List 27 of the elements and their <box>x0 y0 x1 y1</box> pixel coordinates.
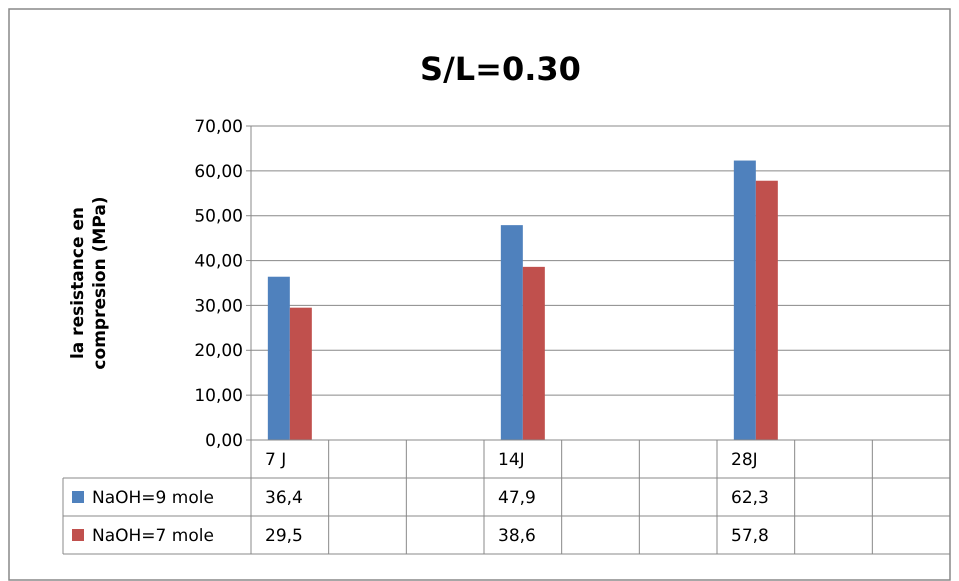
x-tick-label: 14J <box>498 450 525 470</box>
data-label: 62,3 <box>731 488 769 508</box>
data-label: 57,8 <box>731 526 769 546</box>
bar <box>268 276 290 440</box>
data-label: 29,5 <box>265 526 303 546</box>
bar <box>756 180 778 440</box>
y-tick-label: 10,00 <box>194 386 243 406</box>
y-tick-label: 60,00 <box>194 162 243 182</box>
bar <box>734 160 756 440</box>
data-label: 47,9 <box>498 488 536 508</box>
y-tick-label: 0,00 <box>205 430 243 451</box>
bar <box>500 225 523 440</box>
y-tick-label: 30,00 <box>194 296 243 316</box>
legend-label: NaOH=7 mole <box>92 526 214 546</box>
legend-label: NaOH=9 mole <box>92 488 214 508</box>
y-tick-label: 50,00 <box>194 206 243 227</box>
data-label: 38,6 <box>498 526 536 546</box>
bar <box>290 308 312 440</box>
y-tick-label: 40,00 <box>194 252 243 272</box>
y-axis-title: la resistance en compresion (MPa) <box>68 196 110 370</box>
x-tick-label: 7 J <box>265 450 286 470</box>
data-label: 36,4 <box>265 488 303 508</box>
y-tick-label: 70,00 <box>194 116 243 137</box>
y-tick-label: 20,00 <box>194 341 243 362</box>
bar <box>522 266 545 440</box>
chart-title: S/L=0.30 <box>420 50 581 88</box>
x-tick-label: 28J <box>731 450 758 470</box>
